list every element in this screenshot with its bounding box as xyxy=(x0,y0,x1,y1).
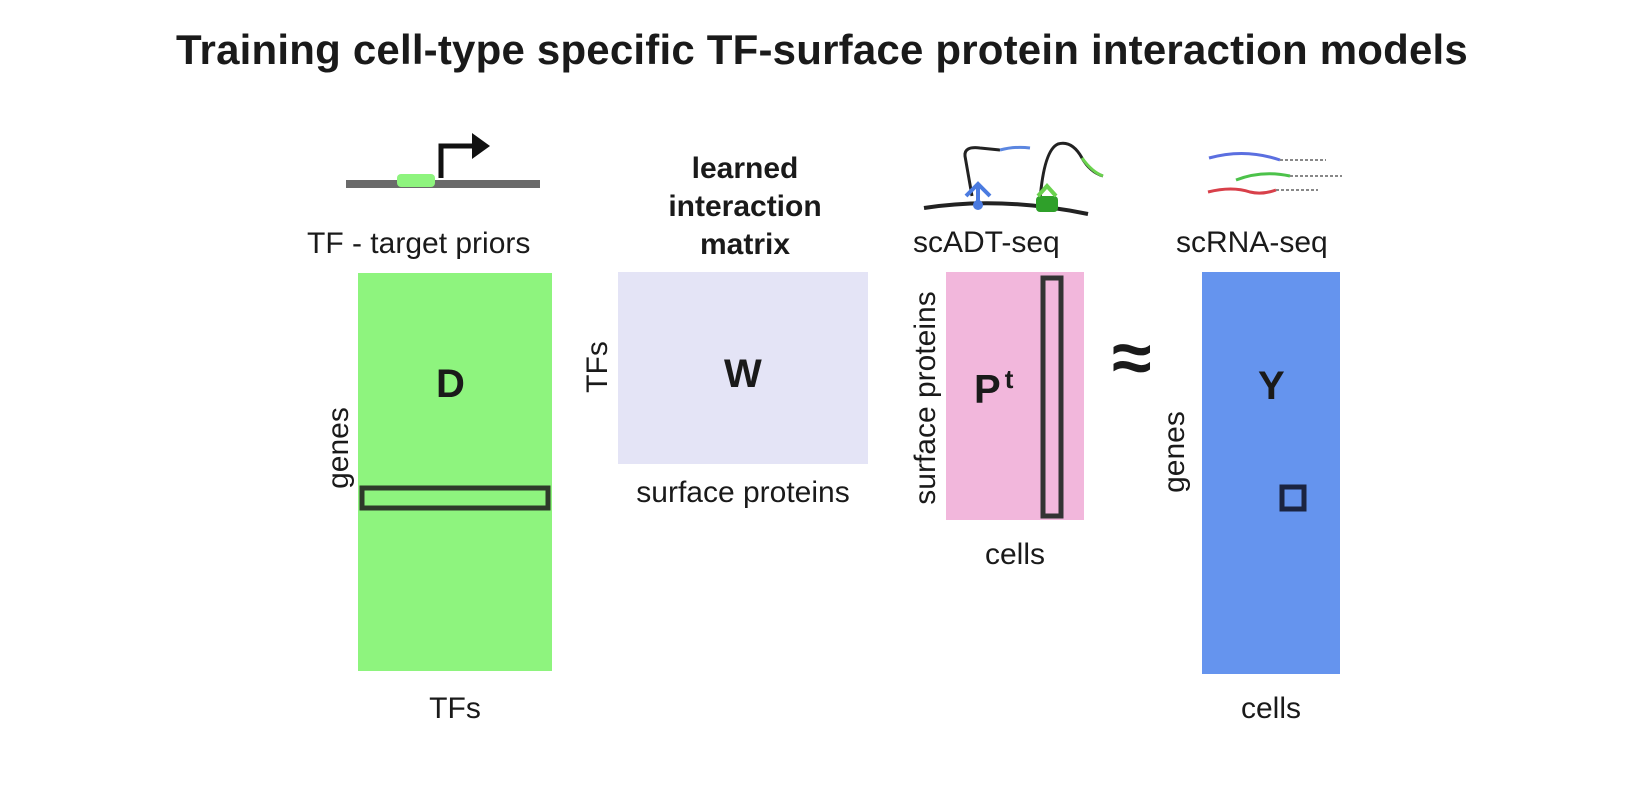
promoter-arrow-icon xyxy=(346,133,540,188)
matrix-y-letter: Y xyxy=(1258,364,1285,408)
matrix-p-letter-base: P xyxy=(974,367,1001,412)
approx-symbol: ≈ xyxy=(1112,318,1152,398)
matrix-w-header-line3: matrix xyxy=(699,228,791,261)
matrix-w-letter: W xyxy=(724,352,762,396)
matrix-d xyxy=(358,273,552,671)
matrix-p-column-highlight xyxy=(1040,275,1064,519)
matrix-d-header: TF - target priors xyxy=(307,227,531,260)
matrix-w xyxy=(618,272,868,464)
matrix-y xyxy=(1202,272,1340,674)
diagram-title: Training cell-type specific TF-surface p… xyxy=(176,26,1468,73)
matrix-w-row-label: TFs xyxy=(581,341,614,393)
rna-strands-icon xyxy=(1207,151,1342,195)
matrix-p-col-label: cells xyxy=(984,538,1045,571)
matrix-p-superscript: t xyxy=(1004,364,1014,394)
matrix-w-header-line1: learned xyxy=(691,152,799,185)
matrix-d-col-label: TFs xyxy=(429,692,481,725)
matrix-w-col-label: surface proteins xyxy=(636,476,850,509)
antibody-tag-icon xyxy=(923,141,1104,216)
matrix-d-letter: D xyxy=(436,362,465,406)
matrix-d-row-label: genes xyxy=(322,407,355,489)
matrix-y-cell-highlight xyxy=(1279,484,1307,512)
matrix-w-header-line2: interaction xyxy=(668,190,822,223)
matrix-y-col-label: cells xyxy=(1240,692,1301,725)
matrix-p-header: scADT-seq xyxy=(913,226,1060,259)
matrix-d-row-highlight xyxy=(359,485,551,511)
matrix-w-header: learned interaction matrix xyxy=(640,150,850,264)
matrix-y-row-label: genes xyxy=(1158,411,1191,493)
matrix-y-header: scRNA-seq xyxy=(1176,226,1328,259)
matrix-p-row-label: surface proteins xyxy=(909,291,942,505)
